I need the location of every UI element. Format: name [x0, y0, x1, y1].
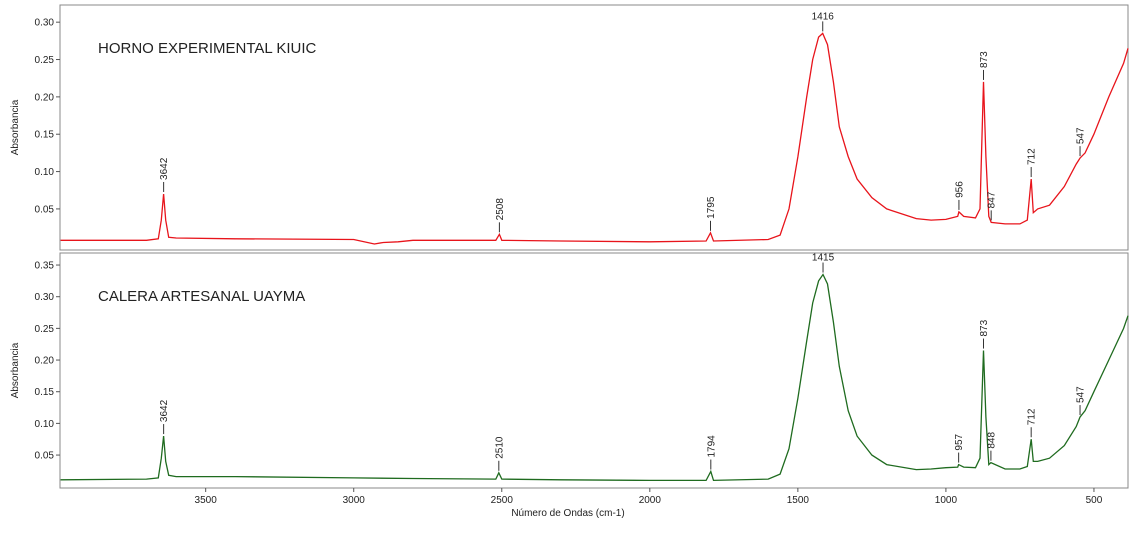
panel-frame: [59, 4, 1129, 251]
peak-label: 547: [1076, 127, 1087, 144]
y-tick-label: 0.15: [35, 387, 55, 398]
x-tick-label: 1000: [935, 495, 958, 506]
y-tick-label: 0.25: [35, 55, 55, 66]
peak-label: 1794: [706, 435, 717, 458]
y-tick-label: 0.25: [35, 324, 55, 335]
peak-label: 3642: [159, 399, 170, 422]
peak-label: 956: [954, 181, 965, 198]
peak-label: 1415: [812, 253, 835, 264]
y-tick-label: 0.20: [35, 356, 55, 367]
y-tick-label: 0.05: [35, 204, 55, 215]
panel-title: HORNO EXPERIMENTAL KIUIC: [98, 40, 317, 57]
peak-label: 873: [979, 319, 990, 336]
peak-label: 712: [1027, 148, 1038, 165]
y-tick-label: 0.10: [35, 419, 55, 430]
spectrum-line: [60, 32, 1129, 245]
peak-label: 847: [987, 191, 998, 208]
y-tick-label: 0.20: [35, 92, 55, 103]
peak-label: 2510: [494, 436, 505, 459]
x-axis-label: Número de Ondas (cm-1): [511, 508, 624, 519]
panel-title: CALERA ARTESANAL UAYMA: [98, 288, 305, 305]
y-tick-label: 0.05: [35, 451, 55, 462]
y-axis-label: Absorbancia: [10, 99, 21, 155]
panel-frame: [59, 252, 1129, 489]
y-tick-label: 0.10: [35, 167, 55, 178]
peak-label: 957: [954, 433, 965, 450]
peak-label: 848: [986, 432, 997, 449]
y-tick-label: 0.35: [35, 261, 55, 272]
peak-label: 547: [1076, 386, 1087, 403]
x-tick-label: 1500: [787, 495, 810, 506]
peak-label: 2508: [495, 198, 506, 221]
peak-label: 873: [979, 51, 990, 68]
peak-label: 1795: [706, 196, 717, 219]
y-axis-label: Absorbancia: [10, 342, 21, 398]
peak-label: 3642: [159, 157, 170, 180]
x-tick-label: 3500: [195, 495, 218, 506]
spectrum-line: [60, 273, 1129, 482]
peak-label: 712: [1027, 408, 1038, 425]
x-tick-label: 3000: [343, 495, 366, 506]
x-tick-label: 500: [1086, 495, 1103, 506]
x-tick-label: 2500: [491, 495, 514, 506]
peak-label: 1416: [812, 11, 835, 22]
y-tick-label: 0.30: [35, 18, 55, 29]
y-tick-label: 0.30: [35, 292, 55, 303]
x-tick-label: 2000: [639, 495, 662, 506]
y-tick-label: 0.15: [35, 130, 55, 141]
